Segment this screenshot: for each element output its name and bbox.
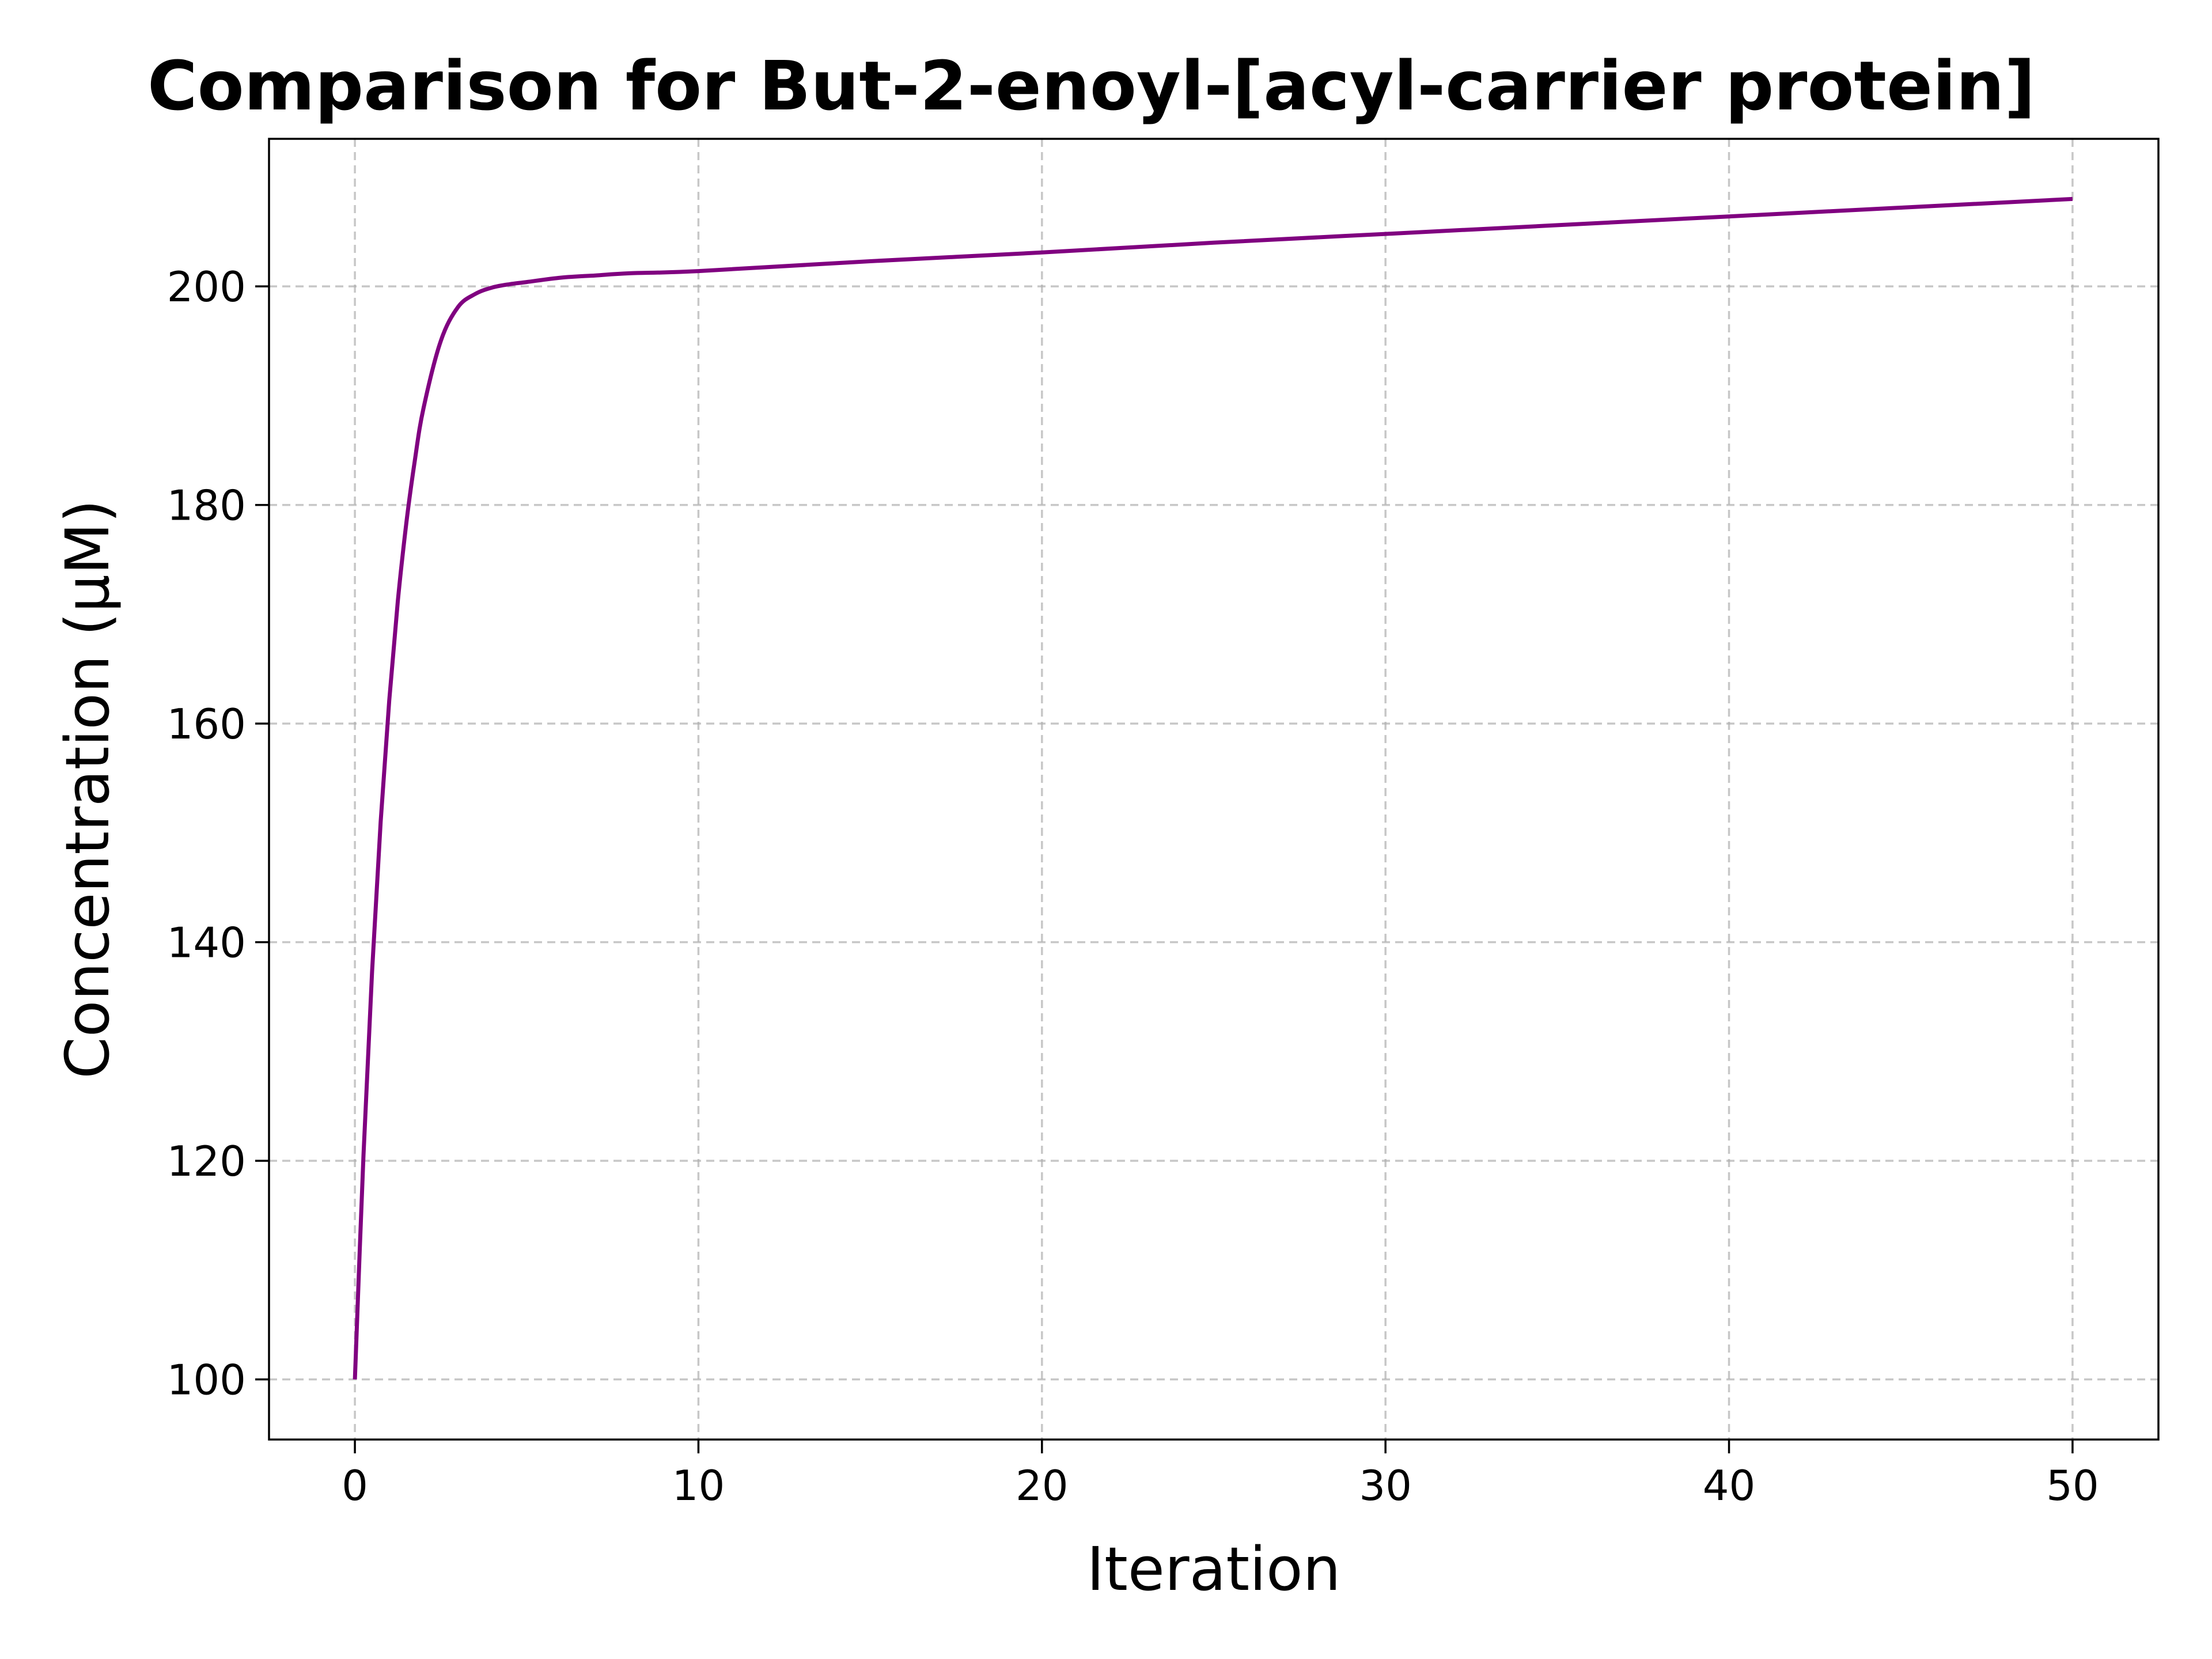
y-tick-label: 100	[167, 1356, 246, 1404]
chart-title: Comparison for But-2-enoyl-[acyl-carrier…	[147, 46, 2035, 126]
x-gridlines	[354, 139, 2074, 1440]
x-tick-label: 20	[1016, 1461, 1069, 1510]
y-tick-label: 180	[167, 482, 246, 530]
x-tick-label: 40	[1703, 1461, 1756, 1510]
x-axis-label: Iteration	[1086, 1534, 1340, 1604]
y-tick-label: 140	[167, 919, 246, 967]
series-layer	[353, 196, 2073, 1380]
y-axis-ticks: 100 120 140 160 180 200	[167, 263, 269, 1404]
y-gridlines	[269, 285, 2158, 1381]
y-tick-label: 120	[167, 1137, 246, 1185]
y-axis-label: Concentration (μM)	[52, 499, 123, 1079]
series-line-0	[353, 196, 2073, 1380]
x-tick-label: 30	[1359, 1461, 1412, 1510]
x-tick-label: 0	[342, 1461, 368, 1510]
plot-frame	[268, 138, 2160, 1441]
y-tick-label: 160	[167, 700, 246, 748]
x-tick-label: 10	[672, 1461, 725, 1510]
y-tick-label: 200	[167, 263, 246, 311]
x-axis-ticks: 0 10 20 30 40 50	[342, 1440, 2099, 1510]
x-tick-label: 50	[2046, 1461, 2099, 1510]
